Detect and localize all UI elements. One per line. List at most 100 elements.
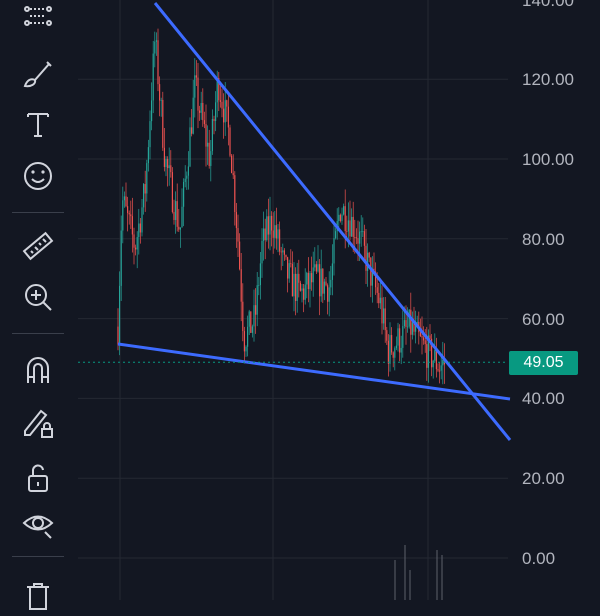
price-axis-label: 100.00 xyxy=(522,150,574,169)
candle-body xyxy=(395,345,397,349)
price-axis-label: 20.00 xyxy=(522,469,565,488)
candle-body xyxy=(426,344,428,368)
candle-body xyxy=(160,99,162,101)
candle-body xyxy=(346,231,348,232)
candle-body xyxy=(306,272,308,285)
candle-body xyxy=(407,326,409,328)
candle-body xyxy=(235,212,237,229)
candle-body xyxy=(335,231,337,239)
candle-body xyxy=(138,223,140,238)
candle-body xyxy=(275,225,277,239)
candle-body xyxy=(386,330,388,341)
candle-body xyxy=(184,178,186,182)
candle-body xyxy=(119,285,121,345)
candle-body xyxy=(211,119,213,152)
candle-body xyxy=(226,100,228,107)
candle-body xyxy=(165,159,167,167)
candle-body xyxy=(139,223,141,233)
candle-body xyxy=(168,165,170,169)
candle-body xyxy=(432,360,434,368)
magnet-icon[interactable] xyxy=(14,350,62,390)
candle-body xyxy=(304,284,306,300)
price-axis-label: 80.00 xyxy=(522,230,565,249)
candle-body xyxy=(331,263,333,280)
ruler-icon[interactable] xyxy=(14,226,62,266)
candle-body xyxy=(210,151,212,166)
candle-body xyxy=(202,102,204,121)
candle-body xyxy=(208,142,210,166)
candle-body xyxy=(141,207,143,233)
candle-body xyxy=(360,231,362,233)
eye-icon[interactable] xyxy=(14,503,62,543)
candle-body xyxy=(213,119,215,122)
candle-body xyxy=(192,97,194,134)
candle-body xyxy=(405,320,407,327)
chart-grid xyxy=(78,0,508,600)
candle-body xyxy=(349,220,351,237)
candle-body xyxy=(159,84,161,101)
candle-body xyxy=(258,285,260,286)
candle-body xyxy=(357,238,359,244)
candle-body xyxy=(389,335,391,364)
candle-body xyxy=(298,273,300,283)
upper-trendline[interactable] xyxy=(153,2,512,441)
trendlines[interactable] xyxy=(117,2,512,441)
brush-icon[interactable] xyxy=(14,53,62,93)
candle-body xyxy=(339,214,341,221)
candle-body xyxy=(173,212,175,220)
candle-body xyxy=(240,269,242,302)
candle-body xyxy=(271,215,273,231)
candle-body xyxy=(277,229,279,239)
candle-body xyxy=(194,75,196,98)
candle-body xyxy=(171,172,173,213)
candle-body xyxy=(215,102,217,122)
candle-body xyxy=(301,288,303,291)
text-icon[interactable] xyxy=(14,104,62,144)
candle-body xyxy=(413,322,415,332)
candle-body xyxy=(383,308,385,324)
candle-body xyxy=(296,273,298,301)
candle-body xyxy=(376,287,378,293)
candle-body xyxy=(147,147,149,164)
candle-body xyxy=(259,263,261,286)
lock-pencil-icon[interactable] xyxy=(14,402,62,442)
candle-body xyxy=(199,110,201,113)
candle-body xyxy=(287,257,289,279)
candle-body xyxy=(351,216,353,237)
candle-body xyxy=(149,121,151,148)
candle-body xyxy=(253,305,255,327)
candle-body xyxy=(370,257,372,286)
candle-body xyxy=(227,106,229,128)
candle-body xyxy=(189,127,191,167)
fib-tool-icon[interactable] xyxy=(14,0,62,40)
candle-body xyxy=(251,326,253,333)
candle-body xyxy=(402,326,404,348)
candle-body xyxy=(248,311,250,327)
zoom-in-icon[interactable] xyxy=(14,277,62,317)
candles xyxy=(117,28,445,600)
candle-body xyxy=(221,101,223,109)
candle-body xyxy=(343,206,345,215)
candle-body xyxy=(176,201,178,227)
current-price-badge: 49.05 xyxy=(509,351,578,375)
candle-body xyxy=(429,335,431,339)
trash-icon[interactable] xyxy=(14,576,62,616)
candle-body xyxy=(269,215,271,235)
candle-body xyxy=(299,282,301,291)
candle-body xyxy=(303,288,305,300)
candle-body xyxy=(223,108,225,123)
candle-body xyxy=(239,241,241,270)
unlock-icon[interactable] xyxy=(14,458,62,498)
candle-body xyxy=(397,328,399,346)
candle-body xyxy=(419,332,421,337)
price-chart[interactable] xyxy=(0,0,600,600)
emoji-icon[interactable] xyxy=(14,156,62,196)
candle-body xyxy=(403,320,405,327)
lower-trendline[interactable] xyxy=(117,342,511,401)
candle-body xyxy=(325,281,327,286)
candle-body xyxy=(117,326,119,345)
candle-body xyxy=(250,311,252,333)
candle-body xyxy=(434,350,436,361)
candle-body xyxy=(312,267,314,283)
candle-body xyxy=(170,165,172,173)
